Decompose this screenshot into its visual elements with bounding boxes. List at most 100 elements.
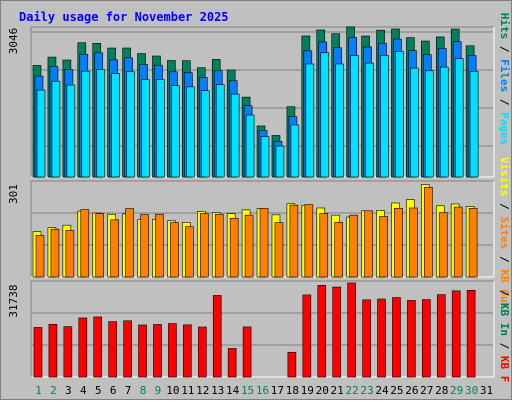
bar-pages-day-26 — [410, 67, 419, 178]
bar-kb-day-9 — [153, 324, 162, 378]
bar-pages-day-3 — [66, 84, 76, 178]
bar-sites-day-6 — [110, 219, 119, 278]
bar-pages-day-11 — [186, 86, 195, 178]
legend-pages-files-hits: Hits / Files / Pages — [498, 13, 511, 146]
x-tick-day-21: 21 — [331, 384, 344, 397]
x-tick-day-17: 17 — [271, 384, 284, 397]
y-max-label-panel-1: 3046 — [7, 28, 20, 55]
bar-pages-day-27 — [425, 70, 434, 178]
bar-pages-day-17 — [275, 145, 285, 178]
bar-kb-day-15 — [242, 326, 252, 378]
chart-title: Daily usage for November 2025 — [19, 10, 229, 24]
bar-pages-day-18 — [290, 124, 300, 178]
bar-sites-day-29 — [453, 206, 463, 278]
bar-kb-day-19 — [302, 294, 312, 378]
bar-pages-day-2 — [51, 80, 61, 178]
bar-kb-day-12 — [197, 326, 207, 378]
x-tick-day-10: 10 — [166, 384, 179, 397]
bar-pages-day-8 — [141, 79, 150, 178]
bar-pages-day-19 — [305, 63, 315, 178]
x-tick-day-31: 31 — [480, 384, 493, 397]
x-tick-day-5: 5 — [95, 384, 102, 397]
bar-kb-day-2 — [48, 323, 58, 378]
x-tick-day-14: 14 — [226, 384, 240, 397]
bar-sites-day-9 — [155, 213, 164, 278]
bar-kb-day-1 — [33, 327, 43, 378]
x-tick-day-13: 13 — [211, 384, 224, 397]
bar-pages-day-25 — [395, 51, 404, 178]
x-tick-day-28: 28 — [435, 384, 448, 397]
x-tick-day-3: 3 — [65, 384, 72, 397]
bar-kb-day-8 — [138, 324, 147, 378]
bar-pages-day-10 — [171, 85, 180, 178]
bar-kb-day-4 — [78, 317, 88, 378]
x-tick-day-27: 27 — [420, 384, 433, 397]
legend-sites-visits: Visits / Sites / KB Out — [498, 157, 511, 309]
bar-sites-day-16 — [259, 207, 269, 278]
bar-kb-day-11 — [183, 324, 192, 378]
bar-pages-day-9 — [156, 79, 165, 178]
x-tick-day-12: 12 — [196, 384, 209, 397]
x-tick-day-22: 22 — [345, 384, 358, 397]
bar-kb-day-6 — [108, 321, 117, 378]
bar-kb-day-26 — [407, 300, 416, 378]
bar-kb-day-25 — [392, 297, 401, 378]
x-tick-day-6: 6 — [110, 384, 117, 397]
bar-sites-day-10 — [170, 222, 179, 278]
bar-pages-day-12 — [200, 90, 210, 178]
bar-pages-day-23 — [365, 62, 374, 178]
bar-kb-day-28 — [436, 294, 446, 378]
x-tick-day-19: 19 — [301, 384, 314, 397]
x-tick-day-30: 30 — [465, 384, 478, 397]
y-max-label-panel-2: 301 — [7, 184, 20, 204]
bar-kb-day-14 — [227, 348, 237, 378]
bar-sites-day-21 — [334, 222, 344, 278]
bar-sites-day-13 — [214, 213, 224, 278]
bar-pages-day-21 — [335, 63, 345, 178]
bar-kb-day-18 — [287, 351, 297, 378]
x-tick-day-2: 2 — [50, 384, 57, 397]
bar-sites-day-4 — [80, 209, 90, 278]
x-tick-day-15: 15 — [241, 384, 254, 397]
bar-pages-day-7 — [126, 71, 135, 178]
bar-kb-day-29 — [451, 290, 461, 378]
legend-kb: / KB In / KB F — [498, 290, 511, 383]
x-tick-day-4: 4 — [80, 384, 87, 397]
x-tick-day-23: 23 — [360, 384, 373, 397]
bar-kb-day-24 — [377, 298, 386, 378]
bar-sites-day-30 — [468, 207, 478, 278]
bar-sites-day-17 — [274, 222, 284, 278]
x-tick-day-24: 24 — [375, 384, 389, 397]
x-tick-day-8: 8 — [140, 384, 147, 397]
bar-kb-day-30 — [466, 289, 476, 378]
bar-kb-day-20 — [317, 285, 327, 378]
x-tick-day-9: 9 — [155, 384, 162, 397]
bar-pages-day-5 — [96, 69, 106, 178]
bar-sites-day-8 — [140, 214, 149, 278]
bar-pages-day-16 — [260, 136, 270, 178]
bar-sites-day-18 — [289, 204, 299, 278]
bar-pages-day-13 — [215, 84, 225, 178]
bar-pages-day-20 — [320, 52, 330, 178]
bar-sites-day-15 — [244, 214, 254, 278]
panel-3 — [31, 281, 494, 377]
bar-sites-day-28 — [438, 212, 448, 278]
bar-sites-day-7 — [125, 208, 134, 278]
bar-kb-day-21 — [332, 286, 342, 378]
bar-pages-day-24 — [380, 55, 389, 178]
bar-kb-day-7 — [123, 320, 132, 378]
x-tick-day-7: 7 — [125, 384, 132, 397]
bar-kb-day-13 — [212, 295, 222, 378]
bar-kb-day-5 — [93, 316, 103, 378]
bar-kb-day-27 — [422, 299, 431, 378]
bar-sites-day-14 — [229, 217, 239, 278]
bar-pages-day-6 — [111, 73, 120, 178]
bar-pages-day-29 — [454, 58, 464, 178]
bar-pages-day-14 — [230, 93, 240, 178]
x-tick-day-18: 18 — [286, 384, 299, 397]
bar-sites-day-22 — [349, 214, 358, 278]
x-tick-day-20: 20 — [316, 384, 329, 397]
